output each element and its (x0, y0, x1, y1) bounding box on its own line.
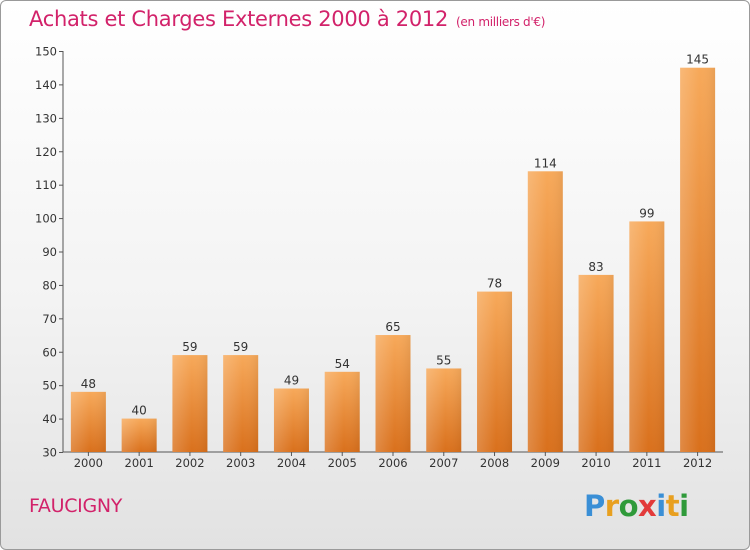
bar-shine (477, 291, 513, 452)
x-tick-label: 2006 (378, 456, 407, 470)
data-label: 54 (335, 357, 350, 371)
y-tick-label: 60 (42, 345, 57, 359)
y-tick-label: 80 (42, 278, 57, 292)
chart-labels: 2000 48 2001 40 2002 59 2003 59 2004 49 2005 54 2006… (74, 53, 713, 470)
x-tick-label: 2002 (175, 456, 204, 470)
y-tick-label: 130 (35, 111, 57, 125)
x-tick-label: 2010 (581, 456, 610, 470)
logo-letter: x (638, 489, 657, 523)
y-tick-label: 70 (42, 312, 57, 326)
commune-name: FAUCIGNY (29, 495, 123, 517)
logo-letter: o (618, 489, 639, 523)
y-tick-label: 100 (35, 212, 57, 226)
data-label: 78 (487, 277, 502, 291)
bar-shine (70, 391, 106, 452)
x-tick-label: 2000 (74, 456, 103, 470)
x-tick-label: 2004 (277, 456, 306, 470)
bar-shine (324, 371, 360, 452)
y-tick-label: 90 (42, 245, 57, 259)
x-tick-label: 2012 (683, 456, 712, 470)
bar-shine (375, 335, 411, 452)
data-label: 99 (639, 206, 654, 220)
data-label: 48 (81, 377, 96, 391)
x-tick-label: 2001 (125, 456, 154, 470)
bar-shine (680, 67, 716, 452)
x-tick-label: 2005 (328, 456, 357, 470)
data-label: 49 (284, 374, 299, 388)
data-label: 145 (686, 53, 709, 67)
logo-letter: t (665, 489, 680, 523)
logo-letter: i (679, 489, 689, 523)
y-tick-label: 140 (35, 78, 57, 92)
bar-shine (273, 388, 309, 452)
logo-letter: i (656, 489, 666, 523)
data-label: 59 (233, 340, 248, 354)
y-tick-label: 120 (35, 145, 57, 159)
data-label: 83 (588, 260, 603, 274)
chart-axes: 30 40 50 60 70 80 90 100 110 120 130 140 150 (35, 45, 723, 460)
x-tick-label: 2008 (480, 456, 509, 470)
data-label: 59 (182, 340, 197, 354)
x-tick-label: 2009 (531, 456, 560, 470)
data-label: 114 (534, 156, 557, 170)
chart-title-text: Achats et Charges Externes 2000 à 2012 (29, 7, 449, 31)
data-label: 55 (436, 353, 451, 367)
bar-shine (629, 221, 665, 452)
y-tick-label: 50 (42, 379, 57, 393)
bar-shine (172, 355, 208, 452)
bar-shine (121, 418, 157, 452)
logo-letter: r (604, 489, 619, 523)
logo-letter: P (584, 489, 605, 523)
bar-shine (223, 355, 259, 452)
y-tick-label: 150 (35, 45, 57, 59)
data-label: 65 (385, 320, 400, 334)
x-tick-label: 2011 (632, 456, 661, 470)
chart-subtitle: (en milliers d'€) (456, 15, 546, 29)
y-tick-label: 110 (35, 178, 57, 192)
chart-bars (70, 67, 716, 453)
x-tick-label: 2007 (429, 456, 458, 470)
chart-title: Achats et Charges Externes 2000 à 2012 (e… (29, 7, 545, 31)
x-tick-label: 2003 (226, 456, 255, 470)
bar-shine (527, 171, 563, 453)
bar-shine (426, 368, 462, 452)
data-label: 40 (132, 404, 147, 418)
y-tick-label: 40 (42, 412, 57, 426)
bar-shine (578, 274, 614, 452)
y-tick-label: 30 (42, 446, 57, 460)
proxiti-logo: Proxiti (584, 489, 689, 523)
